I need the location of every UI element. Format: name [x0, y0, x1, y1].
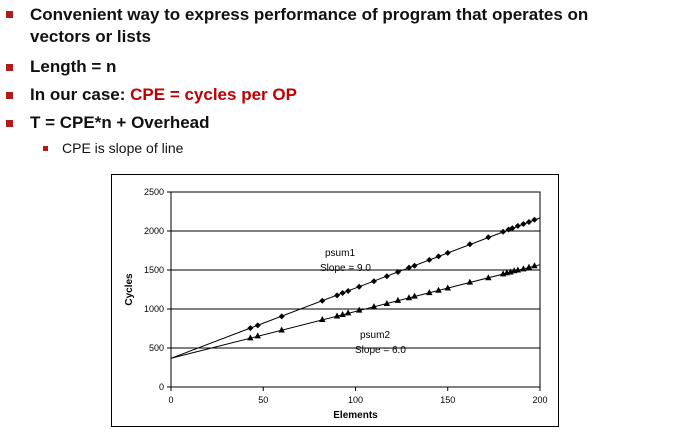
- data-point-psum2: [278, 326, 285, 333]
- x-tick-label: 150: [440, 395, 455, 405]
- data-point-psum2: [485, 274, 492, 281]
- bullet-3-prefix: In our case:: [30, 85, 131, 104]
- data-point-psum1: [435, 253, 442, 260]
- x-tick-label: 200: [532, 395, 547, 405]
- data-point-psum1: [345, 288, 352, 295]
- data-point-psum1: [370, 278, 377, 285]
- data-point-psum2: [247, 334, 254, 341]
- data-point-psum1: [485, 234, 492, 241]
- data-point-psum1: [500, 228, 507, 235]
- x-tick-label: 50: [258, 395, 268, 405]
- fit-line-psum1: [170, 217, 541, 359]
- data-point-psum1: [383, 273, 390, 280]
- data-point-psum1: [426, 256, 433, 263]
- fit-line-psum2: [170, 264, 541, 359]
- data-point-psum1: [525, 219, 532, 226]
- data-point-psum2: [394, 296, 402, 303]
- plot-area: [170, 191, 541, 388]
- data-point-psum1: [394, 268, 401, 275]
- y-tick-label: 2000: [144, 226, 164, 236]
- bullet-4: T = CPE*n + Overhead: [30, 113, 210, 132]
- bullet-2: Length = n: [30, 57, 117, 76]
- x-tick-label: 0: [168, 395, 173, 405]
- data-point-psum1: [509, 225, 516, 232]
- y-axis-label: Cycles: [124, 273, 135, 306]
- data-point-psum2: [339, 310, 346, 317]
- bullet-marker: [6, 11, 13, 18]
- data-point-psum1: [254, 322, 261, 329]
- series-label-psum1: psum1: [325, 248, 355, 259]
- data-point-psum1: [356, 283, 363, 290]
- data-point-psum2: [411, 292, 418, 299]
- data-point-psum2: [520, 265, 527, 272]
- y-tick-label: 500: [149, 343, 164, 353]
- data-point-psum1: [444, 249, 451, 256]
- data-point-psum2: [466, 278, 474, 285]
- bullet-marker: [6, 92, 13, 99]
- bullet-1-line1: Convenient way to express performance of…: [30, 5, 589, 24]
- slope-label-psum1: Slope = 9.0: [320, 263, 371, 274]
- data-point-psum2: [444, 284, 451, 291]
- series-label-psum2: psum2: [360, 330, 390, 341]
- data-point-psum1: [247, 325, 254, 332]
- data-point-psum1: [514, 222, 521, 229]
- slope-label-psum2: Slope = 6.0: [355, 345, 406, 356]
- bullet-3: In our case: CPE = cycles per OP: [30, 84, 297, 106]
- bullet-3-highlight: CPE = cycles per OP: [130, 85, 297, 104]
- data-point-psum2: [254, 332, 261, 339]
- y-tick-label: 1000: [144, 304, 164, 314]
- data-point-psum1: [278, 313, 285, 320]
- data-point-psum1: [406, 264, 413, 271]
- data-point-psum2: [531, 262, 538, 269]
- data-point-psum2: [319, 316, 326, 323]
- data-point-psum2: [333, 312, 341, 319]
- data-point-psum2: [355, 306, 363, 313]
- data-point-psum2: [370, 303, 378, 310]
- y-tick-label: 0: [159, 382, 164, 392]
- data-point-psum2: [426, 289, 433, 296]
- data-point-psum2: [405, 294, 413, 301]
- y-tick-label: 2500: [144, 187, 164, 197]
- data-point-psum1: [531, 216, 538, 223]
- sub-bullet-marker: [43, 146, 48, 151]
- data-point-psum2: [344, 309, 352, 316]
- cycles-vs-elements-chart: 0 500 1000 1500 2000 2500 0 50 100 150 200 Elements…: [124, 187, 548, 421]
- x-axis-label: Elements: [333, 410, 378, 421]
- data-point-psum2: [525, 263, 533, 270]
- data-point-psum1: [334, 292, 341, 299]
- x-tick-label: 100: [348, 395, 363, 405]
- data-point-psum2: [514, 266, 522, 273]
- bullet-marker: [6, 120, 13, 127]
- data-point-psum1: [339, 290, 346, 297]
- data-point-psum1: [520, 220, 527, 227]
- data-point-psum1: [466, 241, 473, 248]
- data-point-psum2: [435, 286, 442, 293]
- sub-bullet: CPE is slope of line: [62, 140, 184, 156]
- data-point-psum1: [319, 297, 326, 304]
- data-point-psum2: [383, 300, 391, 307]
- bullet-1-line2: vectors or lists: [30, 27, 151, 46]
- bullet-marker: [6, 64, 13, 71]
- y-tick-label: 1500: [144, 265, 164, 275]
- data-point-psum1: [411, 262, 418, 269]
- chart-frame: 0 500 1000 1500 2000 2500 0 50 100 150 200 Elements…: [111, 174, 559, 427]
